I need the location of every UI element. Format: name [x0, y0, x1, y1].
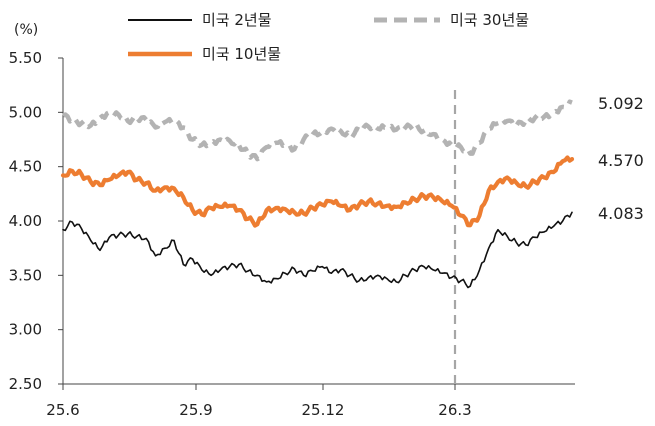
legend: 미국 2년물 미국 30년물 미국 10년물 — [128, 11, 529, 63]
series-line-2y — [62, 211, 573, 289]
y-tick-label: 4.00 — [9, 212, 42, 230]
end-label-30y: 5.092 — [598, 94, 644, 113]
y-tick-label: 3.50 — [9, 266, 42, 284]
axes: 2.50 3.00 3.50 4.00 4.50 5.00 5.50 25.6 25.9 25.1… — [9, 49, 575, 419]
x-tick-label: 25.9 — [179, 401, 212, 419]
end-labels: 4.083 5.092 4.570 — [598, 94, 644, 223]
end-label-10y: 4.570 — [598, 151, 644, 170]
y-tick-label: 4.50 — [9, 158, 42, 176]
y-tick-label: 5.00 — [9, 103, 42, 121]
legend-label-10y: 미국 10년물 — [202, 45, 281, 63]
y-tick-label: 5.50 — [9, 49, 42, 67]
series-layer — [60, 99, 575, 289]
x-tick-label: 26.3 — [438, 401, 471, 419]
series-line-30y — [62, 99, 573, 162]
y-tick-label: 3.00 — [9, 321, 42, 339]
x-tick-label: 25.12 — [302, 401, 345, 419]
x-tick-label: 25.6 — [46, 401, 79, 419]
series-line-10y — [60, 155, 575, 228]
y-tick-label: 2.50 — [9, 375, 42, 393]
unit-label: (%) — [14, 22, 38, 38]
legend-label-30y: 미국 30년물 — [450, 11, 529, 29]
legend-label-2y: 미국 2년물 — [202, 11, 272, 29]
end-label-2y: 4.083 — [598, 204, 644, 223]
